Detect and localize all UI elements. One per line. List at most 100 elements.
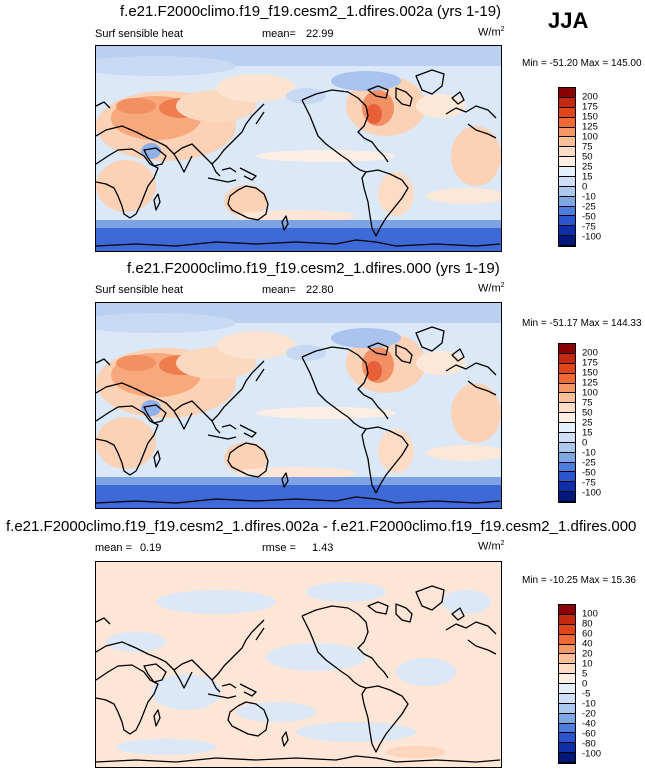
colorbar-tick-label: -100 — [582, 231, 602, 243]
colorbar-tick-label: 200 — [582, 347, 598, 359]
colorbar-tick-label: 75 — [582, 141, 593, 153]
panel-2-title: f.e21.F2000climo.f19_f19.cesm2_1.dfires.… — [127, 260, 500, 277]
colorbar-tick-label: -25 — [582, 201, 596, 213]
colorbar-swatch — [559, 137, 575, 148]
colorbar-tick-label: 20 — [582, 648, 593, 660]
colorbar-tick-label: 15 — [582, 171, 593, 183]
colorbar-tick-label: -20 — [582, 708, 596, 720]
colorbar-swatch — [559, 216, 575, 227]
colorbar-tick-label: 75 — [582, 397, 593, 409]
colorbar-tick-label: -10 — [582, 447, 596, 459]
colorbar-swatch — [559, 733, 575, 744]
colorbar-swatch — [559, 226, 575, 237]
panel-1-map-svg — [96, 46, 501, 251]
panel-1-mean-label: mean= — [262, 28, 296, 40]
panel-2-map-svg — [96, 303, 501, 508]
colorbar-tick-label: -60 — [582, 728, 596, 740]
colorbar-swatch — [559, 654, 575, 665]
panel-2-map — [95, 302, 502, 509]
colorbar-swatch — [559, 634, 575, 645]
colorbar-swatch — [559, 644, 575, 655]
colorbar-tick-label: 100 — [582, 131, 598, 143]
colorbar-swatch — [559, 423, 575, 433]
colorbar-swatch — [559, 693, 575, 704]
colorbar-tick-label: 100 — [582, 387, 598, 399]
colorbar-swatch — [559, 703, 575, 714]
panel-3-colorbar — [558, 604, 576, 764]
colorbar-swatch — [559, 97, 575, 108]
colorbar-tick-label: 50 — [582, 407, 593, 419]
colorbar-swatch — [559, 88, 575, 98]
colorbar-tick-label: -25 — [582, 457, 596, 469]
colorbar-swatch — [559, 236, 575, 246]
colorbar-swatch — [559, 206, 575, 217]
colorbar-tick-label: -75 — [582, 221, 596, 233]
panel-1-title: f.e21.F2000climo.f19_f19.cesm2_1.dfires.… — [120, 3, 502, 20]
colorbar-tick-label: 150 — [582, 111, 598, 123]
colorbar-tick-label: 100 — [582, 608, 598, 620]
panel-1-map — [95, 45, 502, 252]
colorbar-swatch — [559, 157, 575, 167]
colorbar-tick-label: 0 — [582, 437, 588, 449]
colorbar-swatch — [559, 373, 575, 384]
colorbar-swatch — [559, 393, 575, 404]
colorbar-swatch — [559, 186, 575, 197]
panel-3-map — [95, 561, 502, 768]
colorbar-swatch — [559, 344, 575, 354]
panel-2-colorbar-ticks: 200 175 150 125 100 75 50 25 15 0 -10 -25 -50 -75 -100 — [582, 343, 622, 503]
colorbar-tick-label: -50 — [582, 467, 596, 479]
colorbar-swatch — [559, 353, 575, 364]
colorbar-swatch — [559, 624, 575, 635]
colorbar-swatch — [559, 176, 575, 187]
colorbar-swatch — [559, 684, 575, 694]
colorbar-tick-label: -100 — [582, 487, 602, 499]
panel-2-minmax: Min = -51.17 Max = 144.33 — [522, 318, 642, 329]
season-label: JJA — [548, 8, 589, 33]
colorbar-swatch — [559, 605, 575, 615]
colorbar-swatch — [559, 127, 575, 138]
colorbar-tick-label: -40 — [582, 718, 596, 730]
panel-3-colorbar-ticks: 100 80 60 40 20 10 5 0 -5 -10 -20 -40 -60 -80 -100 — [582, 604, 622, 764]
colorbar-tick-label: 50 — [582, 151, 593, 163]
panel-3-units: W/m2 — [478, 540, 505, 553]
colorbar-tick-label: 175 — [582, 357, 598, 369]
panel-1-variable-label: Surf sensible heat — [95, 28, 184, 40]
colorbar-swatch — [559, 472, 575, 483]
colorbar-swatch — [559, 713, 575, 724]
colorbar-tick-label: -100 — [582, 748, 602, 760]
panel-2-mean-value: 22.80 — [306, 284, 334, 296]
colorbar-tick-label: -10 — [582, 191, 596, 203]
colorbar-swatch — [559, 664, 575, 675]
colorbar-swatch — [559, 432, 575, 443]
panel-3-rmse-label: rmse = — [262, 542, 296, 554]
panel-1-units: W/m2 — [478, 26, 505, 39]
panel-2-mean-label: mean= — [262, 284, 296, 296]
panel-1-colorbar-ticks: 200 175 150 125 100 75 50 25 15 0 -10 -25 -50 -75 -100 — [582, 87, 622, 247]
colorbar-swatch — [559, 383, 575, 394]
colorbar-tick-label: 10 — [582, 658, 593, 670]
colorbar-tick-label: -75 — [582, 477, 596, 489]
colorbar-tick-label: -80 — [582, 738, 596, 750]
colorbar-tick-label: 60 — [582, 628, 593, 640]
colorbar-swatch — [559, 492, 575, 502]
colorbar-swatch — [559, 462, 575, 473]
panel-1-minmax: Min = -51.20 Max = 145.00 — [522, 58, 642, 69]
colorbar-tick-label: 25 — [582, 161, 593, 173]
colorbar-tick-label: 0 — [582, 678, 588, 690]
panel-3-map-svg — [96, 562, 501, 767]
colorbar-tick-label: 150 — [582, 367, 598, 379]
colorbar-swatch — [559, 147, 575, 158]
colorbar-swatch — [559, 117, 575, 128]
colorbar-tick-label: -5 — [582, 688, 591, 700]
colorbar-swatch — [559, 614, 575, 625]
colorbar-swatch — [559, 107, 575, 118]
colorbar-tick-label: 5 — [582, 668, 588, 680]
panel-2-colorbar — [558, 343, 576, 503]
colorbar-tick-label: 80 — [582, 618, 593, 630]
colorbar-swatch — [559, 743, 575, 754]
panel-3-minmax: Min = -10.25 Max = 15.36 — [522, 575, 636, 586]
colorbar-tick-label: 0 — [582, 181, 588, 193]
colorbar-tick-label: 125 — [582, 377, 598, 389]
panel-1-colorbar — [558, 87, 576, 247]
colorbar-swatch — [559, 482, 575, 493]
